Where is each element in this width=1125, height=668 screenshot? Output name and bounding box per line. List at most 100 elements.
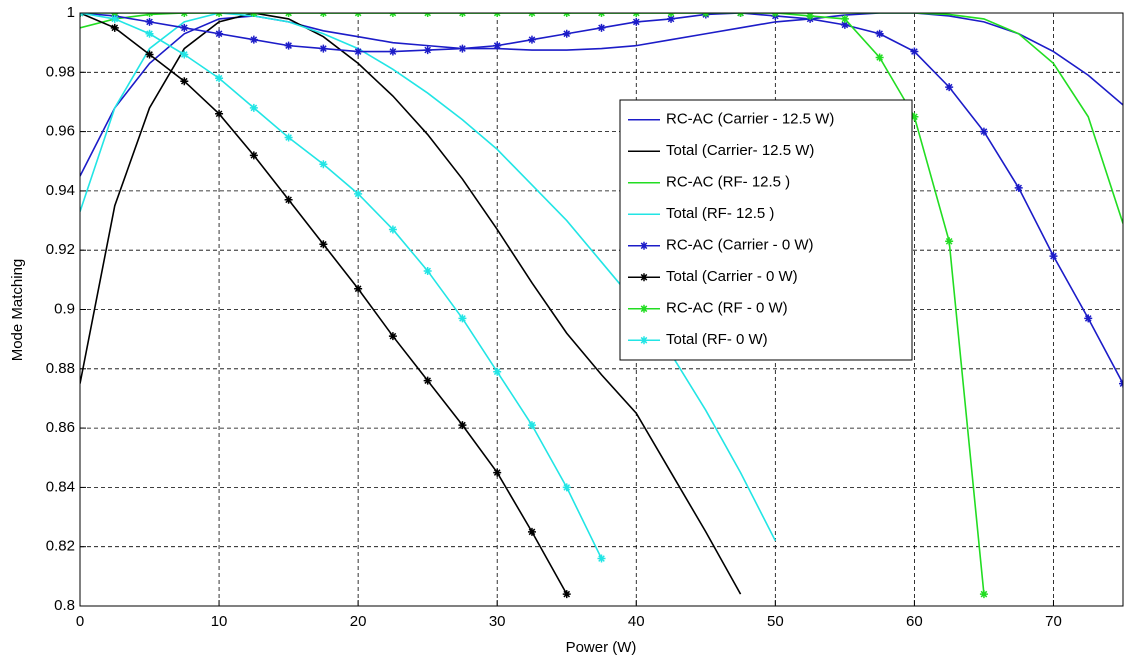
data-marker — [458, 314, 467, 323]
data-marker — [249, 151, 258, 160]
data-marker — [493, 367, 502, 376]
data-marker — [458, 44, 467, 53]
x-tick-label: 10 — [211, 613, 228, 630]
y-tick-label: 0.94 — [46, 182, 75, 199]
data-marker — [597, 554, 606, 563]
legend-label: RC-AC (Carrier - 0 W) — [666, 237, 814, 254]
series-layer — [80, 13, 1123, 599]
data-marker — [667, 14, 676, 23]
data-marker — [423, 46, 432, 55]
ticks: 0 10 20 30 40 50 60 70 0.8 0.82 0.84 0.86 0.88 0.9 0.9… — [46, 4, 1062, 630]
data-marker — [979, 127, 988, 136]
data-marker — [840, 20, 849, 29]
series-line — [80, 13, 603, 559]
data-marker — [319, 160, 328, 169]
data-marker — [562, 29, 571, 38]
data-marker — [945, 83, 954, 92]
data-marker — [979, 590, 988, 599]
data-marker — [145, 29, 154, 38]
data-marker — [284, 41, 293, 50]
data-marker — [180, 50, 189, 59]
data-marker — [493, 468, 502, 477]
data-marker — [875, 29, 884, 38]
x-tick-label: 60 — [906, 613, 923, 630]
legend-marker — [640, 304, 648, 313]
data-marker — [910, 47, 919, 56]
data-marker — [840, 14, 849, 23]
x-axis-label: Power (W) — [566, 639, 637, 656]
data-marker — [215, 109, 224, 118]
legend: RC-AC (Carrier - 12.5 W) Total (Carrier- … — [619, 99, 913, 361]
data-marker — [249, 103, 258, 112]
legend-label: Total (RF- 12.5 ) — [666, 205, 774, 222]
y-tick-label: 0.84 — [46, 478, 75, 495]
data-marker — [145, 50, 154, 59]
y-tick-label: 0.92 — [46, 241, 75, 258]
y-tick-label: 0.96 — [46, 123, 75, 140]
data-marker — [632, 17, 641, 26]
legend-label: RC-AC (RF- 12.5 ) — [666, 174, 790, 191]
data-marker — [110, 14, 119, 23]
y-tick-label: 1 — [67, 4, 75, 21]
grid — [79, 12, 1123, 607]
y-tick-label: 0.88 — [46, 360, 75, 377]
data-marker — [1014, 183, 1023, 192]
legend-label: RC-AC (RF - 0 W) — [666, 300, 788, 317]
data-marker — [145, 17, 154, 26]
data-marker — [527, 527, 536, 536]
data-marker — [354, 189, 363, 198]
legend-label: Total (Carrier - 0 W) — [666, 268, 798, 285]
data-marker — [284, 195, 293, 204]
legend-marker — [640, 241, 648, 250]
data-marker — [493, 41, 502, 50]
data-marker — [945, 237, 954, 246]
y-tick-label: 0.8 — [54, 597, 75, 614]
data-marker — [562, 590, 571, 599]
x-tick-label: 20 — [350, 613, 367, 630]
data-marker — [423, 376, 432, 385]
data-marker — [388, 225, 397, 234]
series-line — [80, 13, 742, 595]
y-tick-label: 0.86 — [46, 419, 75, 436]
y-tick-label: 0.9 — [54, 300, 75, 317]
y-tick-label: 0.82 — [46, 538, 75, 555]
legend-marker — [640, 273, 648, 282]
data-marker — [527, 35, 536, 44]
legend-marker — [640, 336, 648, 345]
x-tick-label: 0 — [76, 613, 84, 630]
series-line — [80, 13, 1123, 224]
data-marker — [527, 421, 536, 430]
data-marker — [319, 240, 328, 249]
data-marker — [597, 23, 606, 32]
data-marker — [806, 13, 815, 20]
legend-box — [619, 99, 913, 361]
data-marker — [423, 266, 432, 275]
data-marker — [458, 421, 467, 430]
y-axis-label: Mode Matching — [9, 259, 26, 362]
x-tick-label: 50 — [767, 613, 784, 630]
data-marker — [388, 47, 397, 56]
data-marker — [1049, 252, 1058, 261]
data-marker — [180, 23, 189, 32]
data-marker — [910, 112, 919, 121]
data-marker — [354, 47, 363, 56]
legend-label: Total (RF- 0 W) — [666, 331, 768, 348]
data-marker — [875, 53, 884, 62]
x-tick-label: 70 — [1045, 613, 1062, 630]
data-marker — [180, 77, 189, 86]
data-marker — [562, 483, 571, 492]
data-marker — [215, 29, 224, 38]
legend-label: Total (Carrier- 12.5 W) — [666, 142, 814, 159]
data-marker — [319, 44, 328, 53]
series-line — [80, 13, 985, 595]
data-marker — [110, 23, 119, 32]
x-tick-label: 40 — [628, 613, 645, 630]
data-marker — [249, 35, 258, 44]
data-marker — [354, 284, 363, 293]
data-marker — [215, 74, 224, 83]
legend-label: RC-AC (Carrier - 12.5 W) — [666, 111, 834, 128]
data-marker — [1084, 314, 1093, 323]
data-marker — [284, 133, 293, 142]
